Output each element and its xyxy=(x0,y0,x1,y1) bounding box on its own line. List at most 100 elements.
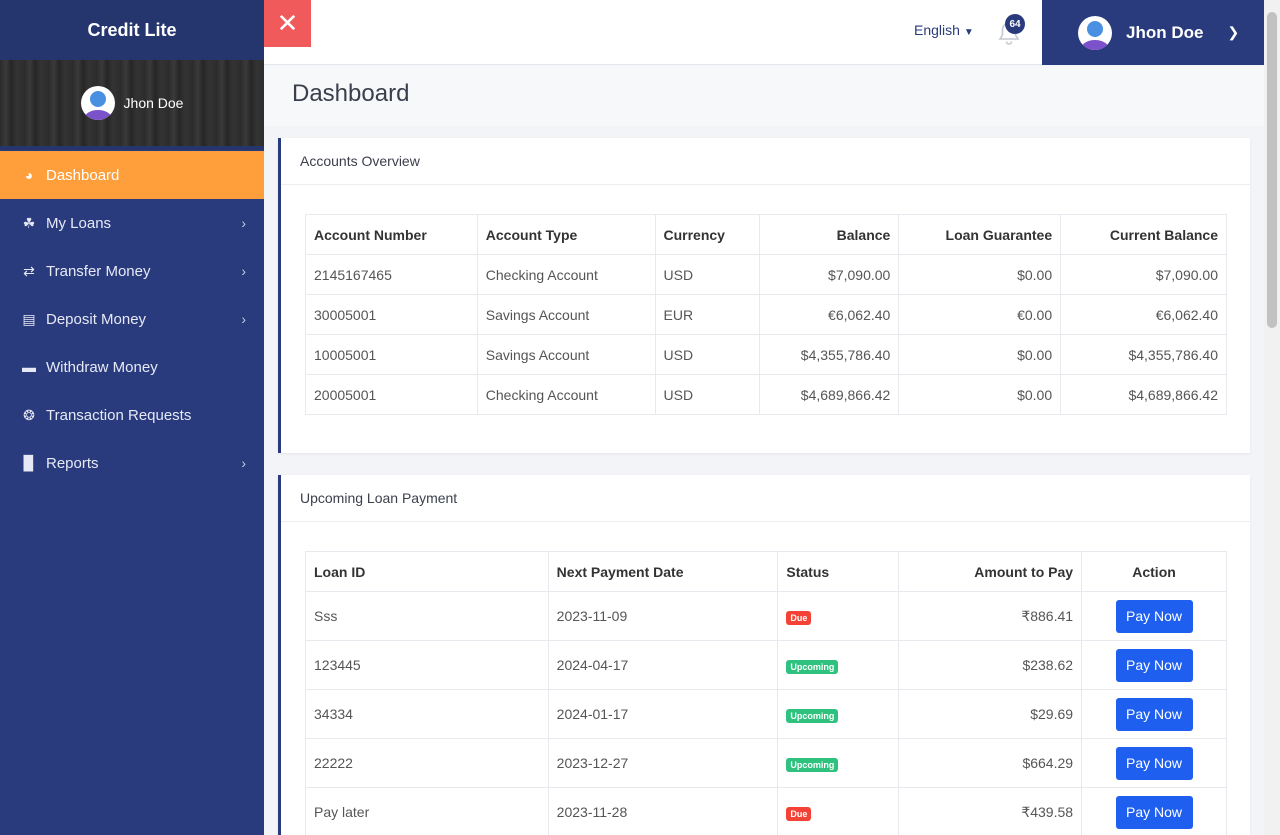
status-cell: Upcoming xyxy=(777,738,900,788)
app-title: Credit Lite xyxy=(0,0,264,60)
loan-id-cell: 123445 xyxy=(305,640,549,690)
payment-date-cell: 2023-12-27 xyxy=(547,738,779,788)
status-cell: Due xyxy=(777,787,900,835)
action-cell: Pay Now xyxy=(1081,738,1227,788)
scrollbar-thumb[interactable] xyxy=(1267,12,1277,328)
sidebar-item-label: Reports xyxy=(46,454,99,472)
sidebar-item-label: Deposit Money xyxy=(46,310,147,328)
table-row: 2145167465 Checking Account USD $7,090.0… xyxy=(305,254,1227,295)
amount-cell: $238.62 xyxy=(898,640,1083,690)
user-menu[interactable]: Jhon Doe ❯ xyxy=(1042,0,1264,65)
currency-cell: USD xyxy=(654,254,761,295)
column-header: Loan Guarantee xyxy=(898,214,1062,255)
sidebar-item-my-loans[interactable]: ☘ My Loans › xyxy=(0,199,264,247)
table-header-row: Loan ID Next Payment Date Status Amount … xyxy=(305,551,1227,592)
upcoming-loan-payment-card: Upcoming Loan Payment Loan ID Next Payme… xyxy=(278,475,1250,835)
dashboard-icon: ◕ xyxy=(24,167,34,183)
sidebar-item-label: Dashboard xyxy=(46,166,120,184)
table-row: 34334 2024-01-17 Upcoming $29.69 Pay Now xyxy=(305,689,1227,739)
chevron-right-icon: › xyxy=(241,215,246,231)
pay-now-button[interactable]: Pay Now xyxy=(1115,697,1193,731)
loan-payments-table: Loan ID Next Payment Date Status Amount … xyxy=(305,551,1227,835)
language-label: English xyxy=(914,22,960,38)
amount-cell: $29.69 xyxy=(898,689,1083,739)
account-number-cell: 2145167465 xyxy=(305,254,478,295)
pay-now-button[interactable]: Pay Now xyxy=(1115,599,1193,633)
chevron-right-icon: › xyxy=(241,311,246,327)
user-avatar xyxy=(1078,15,1112,50)
current-balance-cell: $7,090.00 xyxy=(1060,254,1227,295)
bar-chart-icon: ▉ xyxy=(23,454,35,471)
pay-now-button[interactable]: Pay Now xyxy=(1115,795,1193,829)
pay-now-button[interactable]: Pay Now xyxy=(1115,746,1193,780)
column-header: Account Type xyxy=(476,214,656,255)
current-balance-cell: $4,355,786.40 xyxy=(1060,334,1227,375)
card-title: Accounts Overview xyxy=(281,138,1250,185)
column-header: Balance xyxy=(759,214,900,255)
chevron-down-icon: ❯ xyxy=(1227,24,1240,40)
account-type-cell: Savings Account xyxy=(476,294,656,335)
balance-cell: €6,062.40 xyxy=(759,294,900,335)
chevron-right-icon: › xyxy=(241,263,246,279)
payment-date-cell: 2023-11-09 xyxy=(547,591,779,641)
payment-date-cell: 2024-01-17 xyxy=(547,689,779,739)
action-cell: Pay Now xyxy=(1081,689,1227,739)
top-bar: ✕ English ▼ 64 Jhon Doe ❯ xyxy=(264,0,1264,65)
profile-name: Jhon Doe xyxy=(123,95,184,111)
card-title: Upcoming Loan Payment xyxy=(281,475,1250,522)
sidebar-item-deposit-money[interactable]: ▤ Deposit Money › xyxy=(0,295,264,343)
sidebar-item-withdraw-money[interactable]: ▬ Withdraw Money xyxy=(0,343,264,391)
status-badge: Upcoming xyxy=(786,659,839,674)
loan-guarantee-cell: $0.00 xyxy=(898,254,1062,295)
account-type-cell: Savings Account xyxy=(476,334,656,375)
sidebar-item-transaction-requests[interactable]: ❂ Transaction Requests xyxy=(0,391,264,439)
status-cell: Upcoming xyxy=(777,640,900,690)
close-sidebar-button[interactable]: ✕ xyxy=(264,0,311,47)
sidebar-item-reports[interactable]: ▉ Reports › xyxy=(0,439,264,487)
table-row: Pay later 2023-11-28 Due ₹439.58 Pay Now xyxy=(305,787,1227,835)
currency-cell: USD xyxy=(654,334,761,375)
loan-guarantee-cell: $0.00 xyxy=(898,374,1062,415)
loan-guarantee-cell: $0.00 xyxy=(898,334,1062,375)
sidebar-nav: ◕ Dashboard ☘ My Loans › ⇄ Transfer Mone… xyxy=(0,151,264,487)
loan-id-cell: 34334 xyxy=(305,689,549,739)
sidebar-item-dashboard[interactable]: ◕ Dashboard xyxy=(0,151,264,199)
payment-date-cell: 2023-11-28 xyxy=(547,787,779,835)
table-row: 22222 2023-12-27 Upcoming $664.29 Pay No… xyxy=(305,738,1227,788)
loan-id-cell: 22222 xyxy=(305,738,549,788)
exchange-icon: ⇄ xyxy=(23,262,35,279)
status-cell: Due xyxy=(777,591,900,641)
accounts-table: Account Number Account Type Currency Bal… xyxy=(305,214,1227,415)
status-badge: Upcoming xyxy=(786,757,839,772)
language-selector[interactable]: English ▼ xyxy=(914,22,974,38)
page-title: Dashboard xyxy=(292,80,410,107)
column-header: Account Number xyxy=(305,214,478,255)
profile-card: Jhon Doe xyxy=(0,60,264,150)
current-balance-cell: €6,062.40 xyxy=(1060,294,1227,335)
currency-cell: USD xyxy=(654,374,761,415)
page-title-band xyxy=(264,66,1264,126)
table-row: 123445 2024-04-17 Upcoming $238.62 Pay N… xyxy=(305,640,1227,690)
sidebar-item-label: Transfer Money xyxy=(46,262,151,280)
balance-cell: $7,090.00 xyxy=(759,254,900,295)
loan-guarantee-cell: €0.00 xyxy=(898,294,1062,335)
pay-now-button[interactable]: Pay Now xyxy=(1115,648,1193,682)
sidebar-item-transfer-money[interactable]: ⇄ Transfer Money › xyxy=(0,247,264,295)
loan-id-cell: Pay later xyxy=(305,787,549,835)
sidebar-item-label: My Loans xyxy=(46,214,112,232)
status-cell: Upcoming xyxy=(777,689,900,739)
payment-date-cell: 2024-04-17 xyxy=(547,640,779,690)
account-number-cell: 20005001 xyxy=(305,374,478,415)
column-header: Action xyxy=(1081,551,1227,592)
table-header-row: Account Number Account Type Currency Bal… xyxy=(305,214,1227,255)
amount-cell: ₹439.58 xyxy=(898,787,1083,835)
amount-cell: ₹886.41 xyxy=(898,591,1083,641)
close-icon: ✕ xyxy=(276,8,299,38)
vertical-scrollbar[interactable] xyxy=(1264,0,1280,835)
account-type-cell: Checking Account xyxy=(476,254,656,295)
avatar xyxy=(80,86,115,120)
user-name: Jhon Doe xyxy=(1126,22,1204,42)
chevron-right-icon: › xyxy=(241,455,246,471)
action-cell: Pay Now xyxy=(1081,591,1227,641)
column-header: Next Payment Date xyxy=(547,551,779,592)
